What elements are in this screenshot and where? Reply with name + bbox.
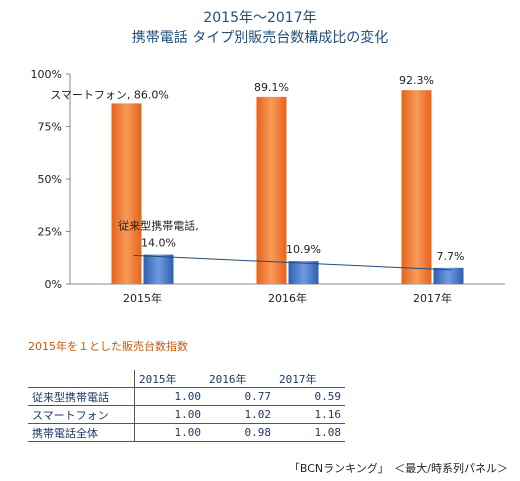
bar-chart: 0% 25% 50% 75% 100% 2015年 スマートフォン, 86.0% 14.0% 2… bbox=[31, 68, 505, 305]
data-label-smartphone: 89.1% bbox=[254, 81, 289, 94]
chart-title: 2015年〜2017年 携帯電話 タイプ別販売台数構成比の変化 bbox=[0, 8, 520, 48]
cell-value: 1.02 bbox=[205, 405, 275, 424]
bar-smartphone bbox=[111, 103, 142, 285]
table-row: 従来型携帯電話 1.00 0.77 0.59 bbox=[28, 387, 345, 406]
bar-feature-phone bbox=[143, 254, 174, 284]
bar-feature-phone bbox=[288, 261, 319, 284]
index-table-title: 2015年を１とした販売台数指数 bbox=[28, 340, 188, 353]
y-tick-label: 25% bbox=[38, 226, 62, 239]
row-label: スマートフォン bbox=[28, 405, 135, 424]
cell-value: 1.16 bbox=[275, 405, 345, 424]
y-tick-label: 0% bbox=[45, 278, 62, 291]
index-table-col-header: 2015年 bbox=[134, 370, 205, 388]
series-label-feature-phone: 従来型携帯電話, bbox=[118, 219, 199, 233]
cell-value: 1.00 bbox=[134, 423, 205, 442]
y-tick-label: 50% bbox=[38, 173, 62, 186]
index-table-header-row: 2015年 2016年 2017年 bbox=[28, 370, 345, 388]
y-tick-label: 75% bbox=[38, 121, 62, 134]
y-tick-label: 100% bbox=[31, 68, 62, 81]
source-note: 「BCNランキング」 ＜最大/時系列パネル＞ bbox=[288, 462, 508, 475]
chart-title-line2: 携帯電話 タイプ別販売台数構成比の変化 bbox=[131, 30, 389, 46]
bar-smartphone bbox=[256, 96, 287, 284]
cell-value: 1.00 bbox=[134, 405, 205, 424]
index-table-col-header: 2016年 bbox=[205, 370, 275, 388]
bar-feature-phone bbox=[433, 267, 464, 284]
trendline-feature-phone bbox=[133, 254, 452, 271]
data-label-feature-phone: 14.0% bbox=[141, 237, 176, 250]
index-table: 2015年 2016年 2017年 従来型携帯電話 1.00 0.77 0.59… bbox=[28, 370, 345, 442]
cell-value: 0.98 bbox=[205, 423, 275, 442]
table-row: スマートフォン 1.00 1.02 1.16 bbox=[28, 405, 345, 424]
data-label-smartphone: スマートフォン, 86.0% bbox=[50, 88, 169, 101]
bar-smartphone bbox=[401, 90, 432, 284]
index-table-col-header: 2017年 bbox=[275, 370, 345, 388]
x-tick-label: 2016年 bbox=[268, 291, 307, 305]
cell-value: 1.00 bbox=[134, 387, 205, 406]
x-tick-label: 2015年 bbox=[123, 291, 162, 305]
data-label-feature-phone: 7.7% bbox=[437, 250, 465, 263]
cell-value: 1.08 bbox=[275, 423, 345, 442]
cell-value: 0.59 bbox=[275, 387, 345, 406]
data-label-feature-phone: 10.9% bbox=[286, 243, 321, 256]
cell-value: 0.77 bbox=[205, 387, 275, 406]
chart-title-line1: 2015年〜2017年 bbox=[203, 10, 317, 26]
index-table-corner bbox=[28, 370, 135, 388]
row-label: 携帯電話全体 bbox=[28, 423, 135, 442]
row-label: 従来型携帯電話 bbox=[28, 387, 135, 406]
x-tick-label: 2017年 bbox=[413, 291, 452, 305]
data-label-smartphone: 92.3% bbox=[399, 74, 434, 87]
table-row: 携帯電話全体 1.00 0.98 1.08 bbox=[28, 423, 345, 442]
